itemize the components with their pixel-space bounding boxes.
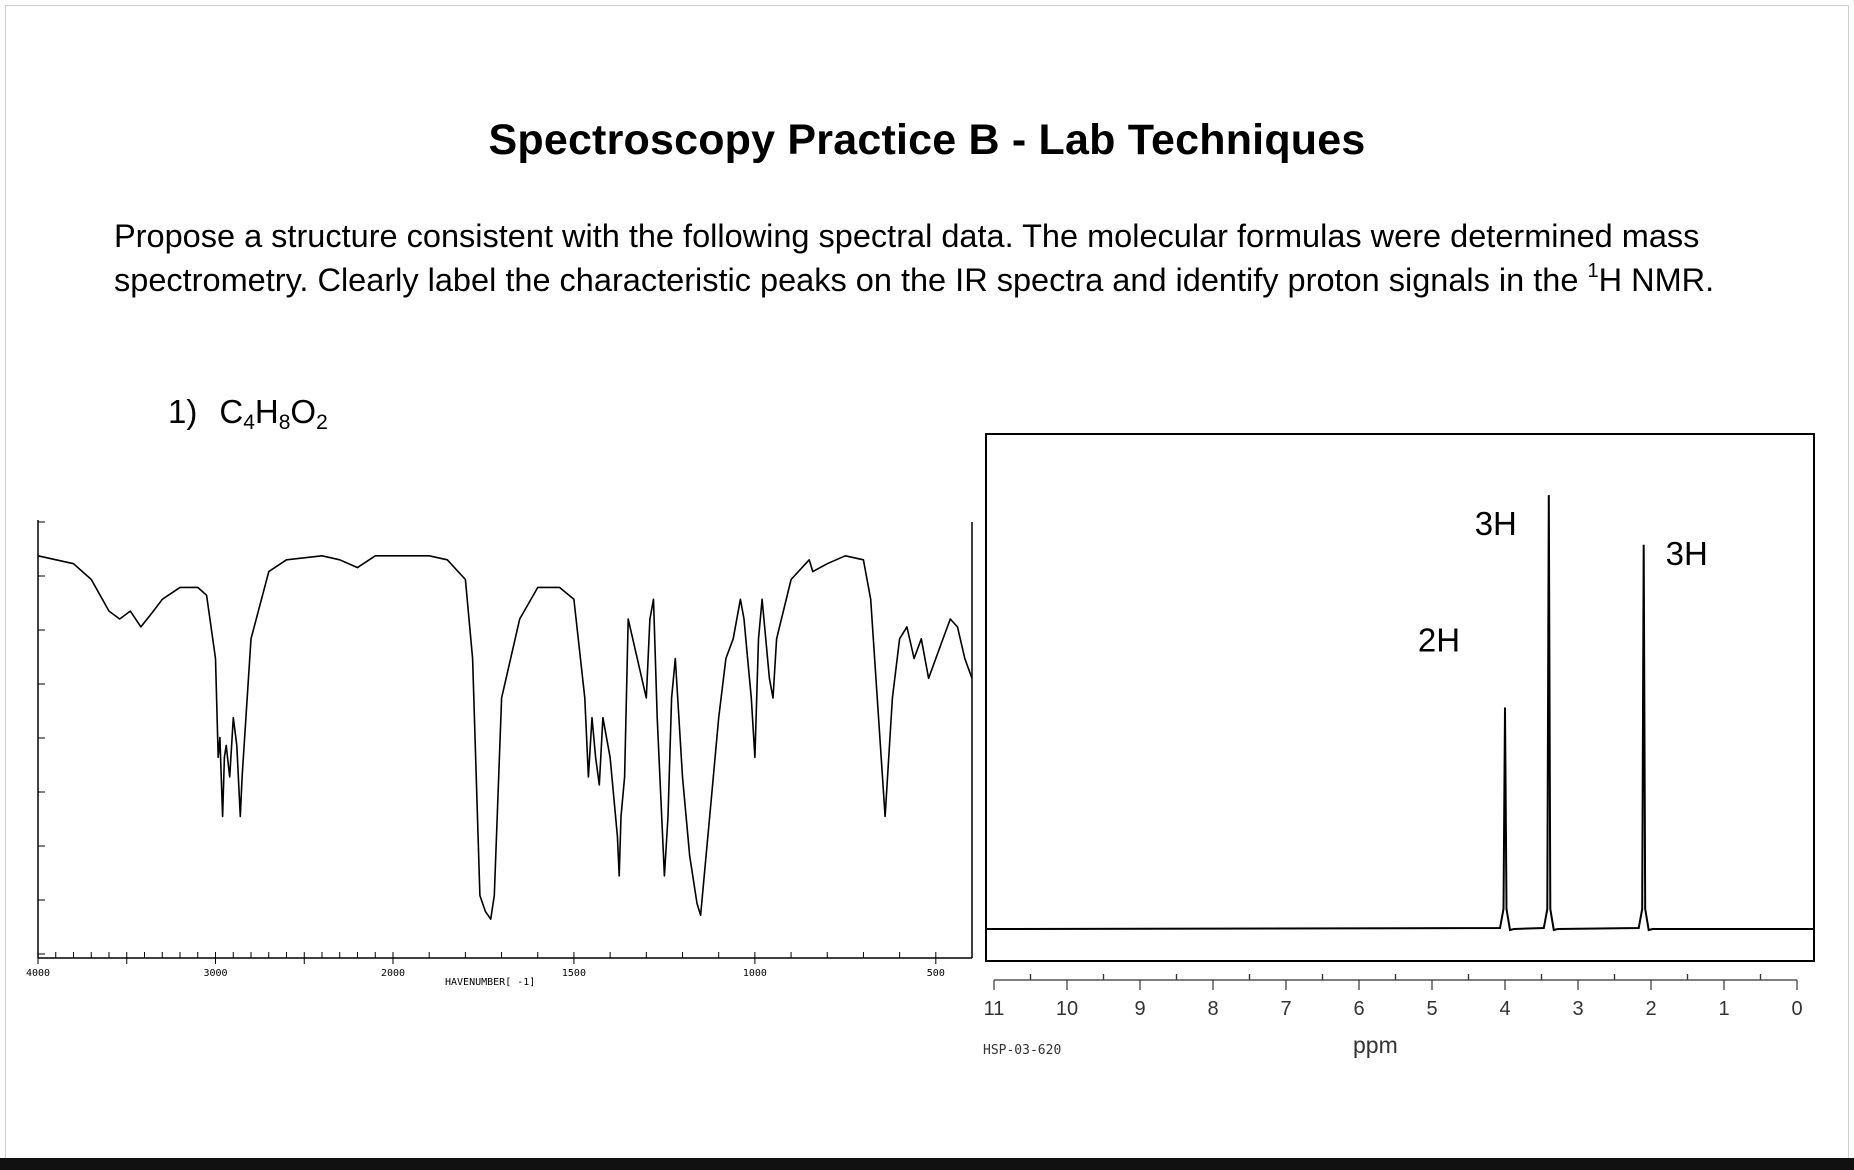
instructions-end: H NMR. bbox=[1598, 262, 1715, 298]
nmr-x-axis: 11 10 9 8 7 6 5 4 3 2 1 0 bbox=[984, 974, 1803, 1020]
question-1: 1) C4H8O2 bbox=[168, 393, 328, 434]
nmr-x-tick-label: 4 bbox=[1499, 998, 1510, 1020]
ir-x-tick-label: 4000 bbox=[26, 968, 50, 979]
ir-x-tick-label: 1500 bbox=[562, 968, 586, 979]
nmr-peak-label: 3H bbox=[1666, 535, 1708, 572]
nmr-peak-label: 3H bbox=[1475, 505, 1517, 542]
instructions-superscript: 1 bbox=[1587, 260, 1599, 282]
window-bottom-bar bbox=[0, 1158, 1854, 1170]
nmr-x-tick-label: 11 bbox=[984, 998, 1005, 1020]
page-title: Spectroscopy Practice B - Lab Techniques bbox=[488, 116, 1366, 164]
nmr-x-tick-label: 2 bbox=[1645, 998, 1656, 1020]
nmr-integration-labels: 2H 3H 3H bbox=[1418, 505, 1708, 658]
nmr-x-tick-label: 6 bbox=[1353, 998, 1364, 1020]
nmr-x-tick-label: 10 bbox=[1056, 998, 1078, 1020]
nmr-spectrum-code: HSP-03-620 bbox=[983, 1043, 1061, 1058]
ir-x-tick-labels: 4000 3000 2000 1500 1000 500 bbox=[26, 968, 945, 979]
nmr-frame bbox=[985, 433, 1815, 962]
nmr-peak-label: 2H bbox=[1418, 622, 1460, 659]
ir-x-tick-label: 500 bbox=[927, 968, 945, 979]
nmr-spectrum-trace bbox=[986, 495, 1813, 932]
ir-minor-ticks bbox=[37, 521, 937, 964]
document-page bbox=[5, 5, 1849, 1158]
nmr-x-axis-label: ppm bbox=[1353, 1032, 1398, 1058]
instructions-main: Propose a structure consistent with the … bbox=[114, 218, 1700, 298]
ir-x-tick-label: 3000 bbox=[203, 968, 227, 979]
nmr-x-tick-label: 9 bbox=[1134, 998, 1145, 1020]
nmr-x-tick-label: 5 bbox=[1426, 998, 1437, 1020]
nmr-x-tick-label: 8 bbox=[1207, 998, 1218, 1020]
ir-x-tick-label: 1000 bbox=[743, 968, 767, 979]
ir-spectrum-trace bbox=[37, 555, 973, 920]
question-number: 1) bbox=[168, 393, 198, 430]
ir-spectrum-chart: 4000 3000 2000 1500 1000 500 HAVENUMBER[ -1] bbox=[26, 520, 973, 988]
nmr-x-tick-label: 3 bbox=[1572, 998, 1583, 1020]
nmr-x-tick-label: 0 bbox=[1791, 998, 1802, 1020]
ir-x-axis-label: HAVENUMBER[ -1] bbox=[445, 977, 535, 988]
nmr-x-tick-label: 7 bbox=[1280, 998, 1291, 1020]
nmr-x-tick-label: 1 bbox=[1718, 998, 1729, 1020]
molecular-formula: C4H8O2 bbox=[219, 393, 328, 434]
ir-x-tick-label: 2000 bbox=[381, 968, 405, 979]
instructions-text: Propose a structure consistent with the … bbox=[114, 214, 1774, 302]
